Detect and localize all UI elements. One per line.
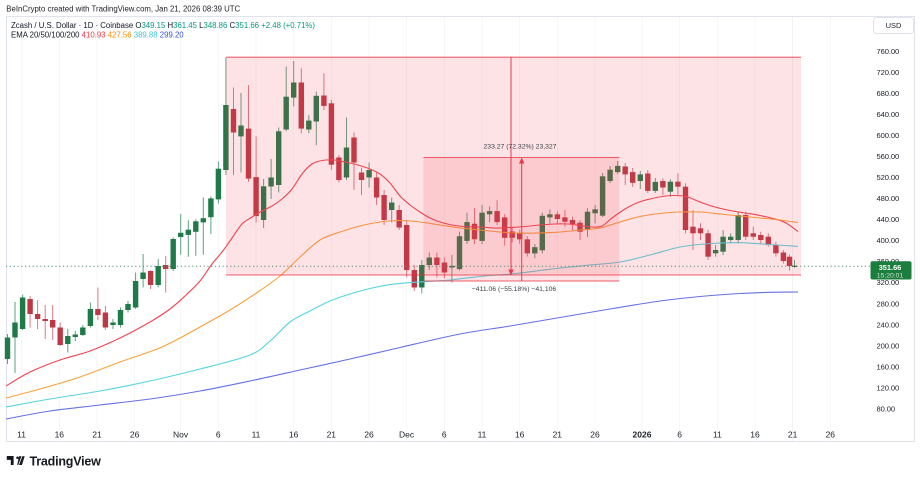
svg-text:21: 21 [327, 430, 337, 440]
svg-text:440.00: 440.00 [877, 215, 900, 224]
svg-text:6: 6 [442, 430, 447, 440]
svg-text:720.00: 720.00 [877, 68, 900, 77]
svg-text:USD: USD [886, 21, 902, 30]
svg-text:21: 21 [92, 430, 102, 440]
svg-text:400.00: 400.00 [877, 236, 900, 245]
svg-text:26: 26 [364, 430, 374, 440]
svg-text:240.00: 240.00 [877, 320, 900, 329]
svg-text:11: 11 [478, 430, 487, 440]
svg-text:480.00: 480.00 [877, 194, 900, 203]
svg-text:6: 6 [677, 430, 682, 440]
svg-text:EMA 20/50/100/200 410.93 427.5: EMA 20/50/100/200 410.93 427.56 389.88 2… [11, 31, 184, 40]
svg-text:TradingView: TradingView [30, 454, 102, 468]
svg-text:6: 6 [216, 430, 221, 440]
svg-text:2026: 2026 [633, 430, 652, 440]
svg-text:520.00: 520.00 [877, 173, 900, 182]
svg-text:−411.06 (−55.18%) −41,106: −411.06 (−55.18%) −41,106 [472, 286, 557, 293]
svg-text:26: 26 [590, 430, 600, 440]
svg-text:26: 26 [130, 430, 140, 440]
svg-text:16: 16 [55, 430, 65, 440]
svg-text:11: 11 [713, 430, 722, 440]
svg-text:351.66: 351.66 [879, 263, 902, 272]
svg-text:Nov: Nov [173, 430, 189, 440]
svg-text:280.00: 280.00 [877, 299, 900, 308]
svg-text:680.00: 680.00 [877, 89, 900, 98]
svg-text:11: 11 [252, 430, 261, 440]
svg-text:640.00: 640.00 [877, 110, 900, 119]
svg-text:80.00: 80.00 [877, 405, 896, 414]
svg-text:560.00: 560.00 [877, 152, 900, 161]
svg-text:15:20:01: 15:20:01 [877, 273, 904, 280]
svg-text:200.00: 200.00 [877, 341, 900, 350]
svg-text:160.00: 160.00 [877, 362, 900, 371]
svg-text:760.00: 760.00 [877, 47, 900, 56]
svg-text:320.00: 320.00 [877, 278, 900, 287]
svg-text:BeInCrypto created with Tradin: BeInCrypto created with TradingView.com,… [6, 5, 240, 14]
svg-text:Zcash / U.S. Dollar · 1D · Coi: Zcash / U.S. Dollar · 1D · Coinbase O349… [11, 21, 315, 30]
svg-text:16: 16 [750, 430, 760, 440]
svg-text:21: 21 [553, 430, 563, 440]
svg-text:16: 16 [289, 430, 299, 440]
svg-text:21: 21 [788, 430, 798, 440]
svg-text:120.00: 120.00 [877, 383, 900, 392]
svg-text:16: 16 [515, 430, 525, 440]
svg-text:233.27 (72.32%) 23,327: 233.27 (72.32%) 23,327 [484, 144, 557, 151]
svg-text:11: 11 [17, 430, 26, 440]
svg-text:26: 26 [826, 430, 836, 440]
svg-text:600.00: 600.00 [877, 131, 900, 140]
svg-text:Dec: Dec [399, 430, 415, 440]
